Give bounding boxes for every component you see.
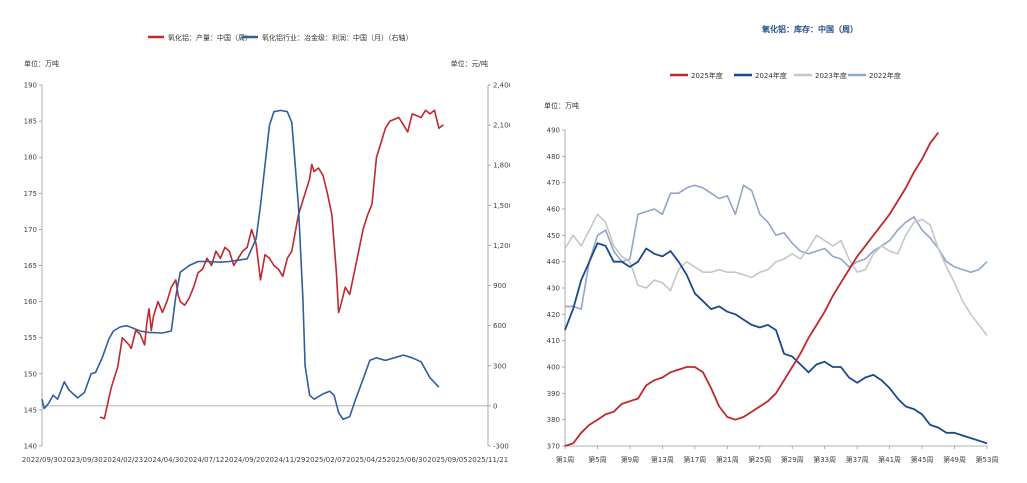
x-tick-label: 2025/09/05	[427, 456, 467, 464]
right-axis-unit: 单位：元/吨	[451, 59, 488, 68]
y-tick-label: 370	[547, 443, 560, 451]
left-tick-label: 165	[24, 262, 37, 270]
y-tick-label: 490	[547, 127, 560, 135]
left-tick-label: 180	[24, 154, 37, 162]
x-tick-label: 2022/09/30	[22, 456, 62, 464]
right-tick-label: 1,500	[493, 202, 510, 210]
y-tick-label: 470	[547, 179, 560, 187]
x-tick-label: 2025/06/30	[387, 456, 427, 464]
x-tick-label: 2025/04/25	[346, 456, 386, 464]
series-line-0	[564, 132, 940, 447]
y-tick-label: 450	[547, 232, 560, 240]
x-tick-label: 2024/09/20	[225, 456, 265, 464]
y-tick-label: 420	[547, 311, 560, 319]
left-tick-label: 170	[24, 226, 37, 234]
y-tick-label: 430	[547, 285, 560, 293]
left-tick-label: 140	[24, 443, 37, 451]
axis-unit: 单位：万吨	[544, 101, 579, 110]
x-tick-label: 第53周	[976, 455, 999, 464]
left-tick-label: 160	[24, 298, 37, 306]
legend-label: 2022年度	[869, 71, 901, 80]
legend-label: 2025年度	[691, 71, 723, 80]
y-tick-label: 410	[547, 337, 560, 345]
x-tick-label: 第5周	[588, 455, 606, 464]
x-tick-label: 第9周	[621, 455, 639, 464]
right-tick-label: -300	[493, 443, 509, 451]
y-tick-label: 440	[547, 258, 560, 266]
legend-label: 氧化铝行业：冶金级：利润：中国（月）（右轴）	[262, 33, 413, 42]
x-tick-label: 第37周	[846, 455, 869, 464]
legend-label: 2023年度	[815, 71, 847, 80]
x-tick-label: 2024/11/29	[265, 456, 305, 464]
x-tick-label: 第29周	[781, 455, 804, 464]
x-tick-label: 2025/02/07	[306, 456, 346, 464]
y-tick-label: 400	[547, 364, 560, 372]
right-tick-label: 0	[493, 402, 497, 410]
chart-inventory: 氧化铝：库存：中国（周） 2025年度 2024年度 2023年度 2022年度单位：万…	[544, 24, 999, 464]
left-axis-unit: 单位：万吨	[24, 59, 59, 68]
x-tick-label: 第49周	[943, 455, 966, 464]
x-tick-label: 2024/02/23	[103, 456, 143, 464]
right-tick-label: 2,400	[493, 82, 510, 90]
left-tick-label: 175	[24, 190, 37, 198]
x-tick-label: 第17周	[683, 455, 706, 464]
right-tick-label: 2,100	[493, 122, 510, 130]
x-tick-label: 2023/09/30	[62, 456, 102, 464]
left-tick-label: 185	[24, 118, 37, 126]
legend-label: 2024年度	[755, 71, 787, 80]
chart-title: 氧化铝：库存：中国（周）	[761, 24, 858, 34]
left-tick-label: 150	[24, 370, 37, 378]
x-tick-label: 2024/07/12	[184, 456, 224, 464]
x-tick-label: 第13周	[651, 455, 674, 464]
right-tick-label: 300	[493, 362, 506, 370]
left-tick-label: 155	[24, 334, 37, 342]
x-tick-label: 第1周	[556, 455, 574, 464]
y-tick-label: 460	[547, 206, 560, 214]
series-profit-line	[41, 109, 440, 421]
left-tick-label: 190	[24, 82, 37, 90]
x-tick-label: 第25周	[748, 455, 771, 464]
x-tick-label: 第33周	[813, 455, 836, 464]
right-tick-label: 600	[493, 322, 506, 330]
right-tick-label: 1,200	[493, 242, 510, 250]
x-tick-label: 第41周	[878, 455, 901, 464]
y-tick-label: 380	[547, 416, 560, 424]
x-tick-label: 2025/11/21	[468, 456, 508, 464]
series-line-1	[564, 242, 988, 445]
x-tick-label: 2024/04/30	[143, 456, 183, 464]
left-tick-label: 145	[24, 406, 37, 414]
right-tick-label: 1,800	[493, 162, 510, 170]
series-line-3	[565, 184, 988, 310]
x-tick-label: 第45周	[911, 455, 934, 464]
chart-production-profit: 氧化铝：产量：中国（周） 氧化铝行业：冶金级：利润：中国（月）（右轴） 单位：万吨 单…	[22, 33, 510, 464]
legend-label: 氧化铝：产量：中国（周）	[168, 33, 252, 42]
right-tick-label: 900	[493, 282, 506, 290]
y-tick-label: 480	[547, 153, 560, 161]
series-production-line	[99, 109, 444, 420]
x-tick-label: 第21周	[716, 455, 739, 464]
y-tick-label: 390	[547, 390, 560, 398]
series-line-2	[564, 213, 988, 336]
